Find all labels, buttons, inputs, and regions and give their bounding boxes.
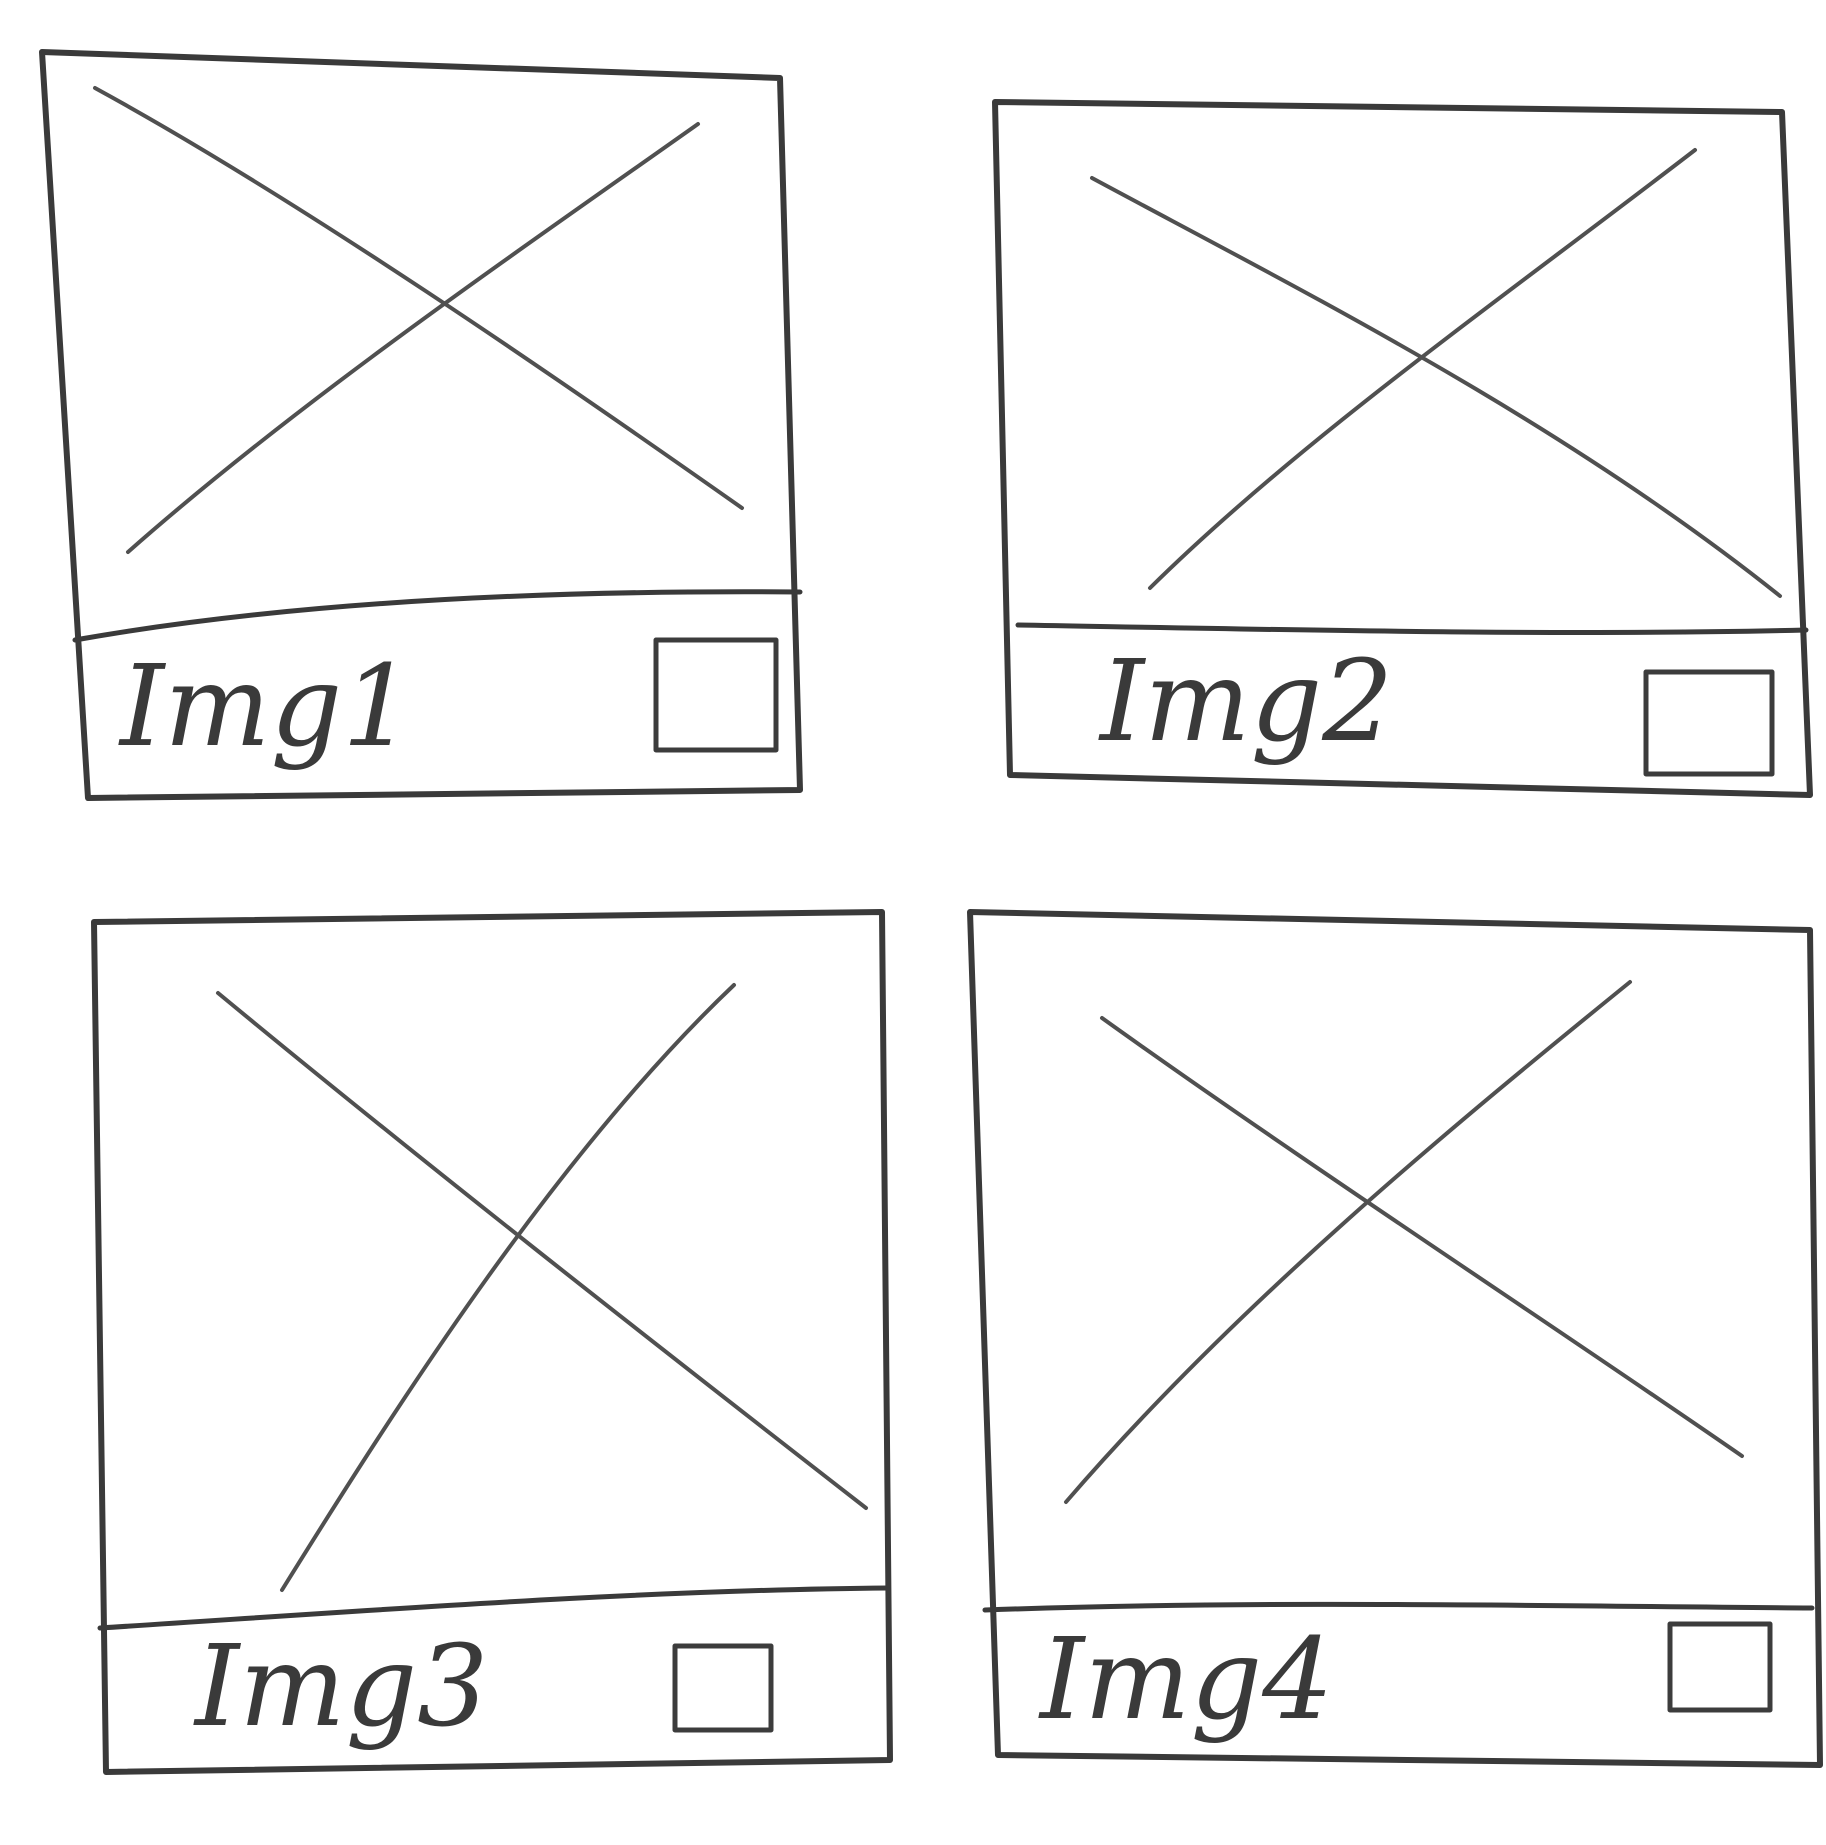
card-2-placeholder-cross-b [1148, 148, 1697, 590]
image-card-1[interactable]: Img1 [39, 49, 803, 801]
card-2-label: Img2 [1098, 637, 1393, 767]
image-card-4[interactable]: Img4 [967, 909, 1823, 1768]
card-4-frame [967, 909, 1823, 1768]
card-3-placeholder-cross-a [216, 991, 868, 1510]
card-2-frame [992, 99, 1813, 798]
card-1-label: Img1 [118, 642, 413, 772]
card-4-placeholder-cross-a [1100, 1016, 1744, 1458]
card-2-checkbox[interactable] [1643, 669, 1775, 777]
card-1-frame [39, 49, 803, 801]
card-1-placeholder-cross-b [126, 122, 700, 554]
card-3-frame [91, 909, 893, 1775]
card-4-label: Img4 [1038, 1615, 1333, 1745]
card-3-checkbox[interactable] [672, 1643, 774, 1733]
card-2-caption-divider [1015, 622, 1809, 636]
card-3-placeholder-cross-b [280, 983, 736, 1592]
card-1-caption-divider [72, 589, 803, 643]
card-2-placeholder-cross-a [1090, 176, 1782, 598]
card-1-placeholder-cross-a [93, 86, 744, 510]
image-card-3[interactable]: Img3 [91, 909, 893, 1775]
card-3-caption-divider [97, 1585, 891, 1631]
card-4-placeholder-cross-b [1064, 980, 1632, 1504]
card-4-caption-divider [982, 1601, 1815, 1613]
card-3-label: Img3 [193, 1622, 488, 1752]
image-card-2[interactable]: Img2 [992, 99, 1813, 798]
card-4-checkbox[interactable] [1667, 1621, 1773, 1713]
card-1-checkbox[interactable] [653, 637, 779, 753]
